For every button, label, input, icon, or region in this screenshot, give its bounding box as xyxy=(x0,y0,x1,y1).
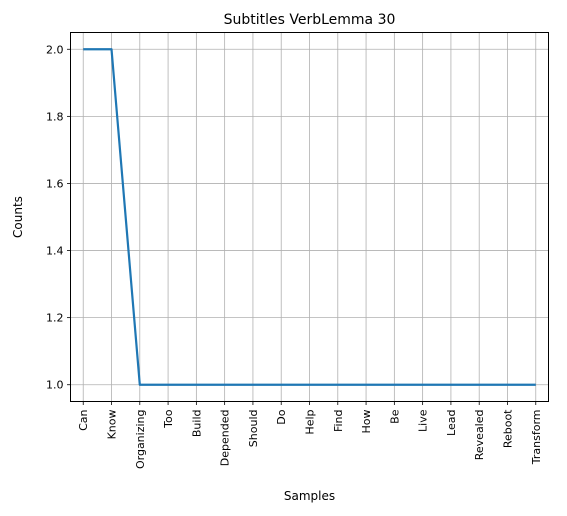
y-axis: 1.0 1.2 1.4 1.6 1.8 2.0 xyxy=(46,43,71,392)
x-tick-label: Live xyxy=(417,409,430,432)
x-tick-label: Depended xyxy=(219,410,232,467)
series-line-group xyxy=(83,48,536,386)
x-tick-label: Reboot xyxy=(501,409,514,448)
grid-lines xyxy=(70,32,549,402)
y-tick-label: 1.8 xyxy=(46,110,64,123)
y-axis-label: Counts xyxy=(11,196,25,238)
y-tick-label: 2.0 xyxy=(46,43,64,56)
x-tick-label: Lead xyxy=(445,410,458,436)
x-tick-label: Can xyxy=(77,409,90,430)
plot-frame xyxy=(70,32,549,402)
x-tick-label: Be xyxy=(388,409,401,424)
x-tick-label: Revealed xyxy=(473,410,486,461)
y-tick-label: 1.2 xyxy=(46,312,64,325)
y-tick-label: 1.4 xyxy=(46,245,64,258)
x-tick-label: Do xyxy=(275,409,288,424)
x-tick-label: Help xyxy=(304,409,317,434)
chart-title: Subtitles VerbLemma 30 xyxy=(224,12,396,28)
x-axis-label: Samples xyxy=(284,489,335,503)
x-tick-label: Should xyxy=(247,410,260,448)
x-tick-label: Too xyxy=(162,409,175,429)
y-tick-label: 1.6 xyxy=(46,177,64,190)
x-tick-label: Organizing xyxy=(134,410,147,470)
x-tick-label: How xyxy=(360,409,373,433)
x-tick-label: Find xyxy=(332,410,345,433)
x-tick-label: Transform xyxy=(530,410,543,466)
x-tick-label: Build xyxy=(190,410,203,438)
x-tick-label: Know xyxy=(106,410,119,440)
y-tick-label: 1.0 xyxy=(46,379,64,392)
x-axis: Can Know Organizing Too Build Depended Should D… xyxy=(77,401,543,470)
